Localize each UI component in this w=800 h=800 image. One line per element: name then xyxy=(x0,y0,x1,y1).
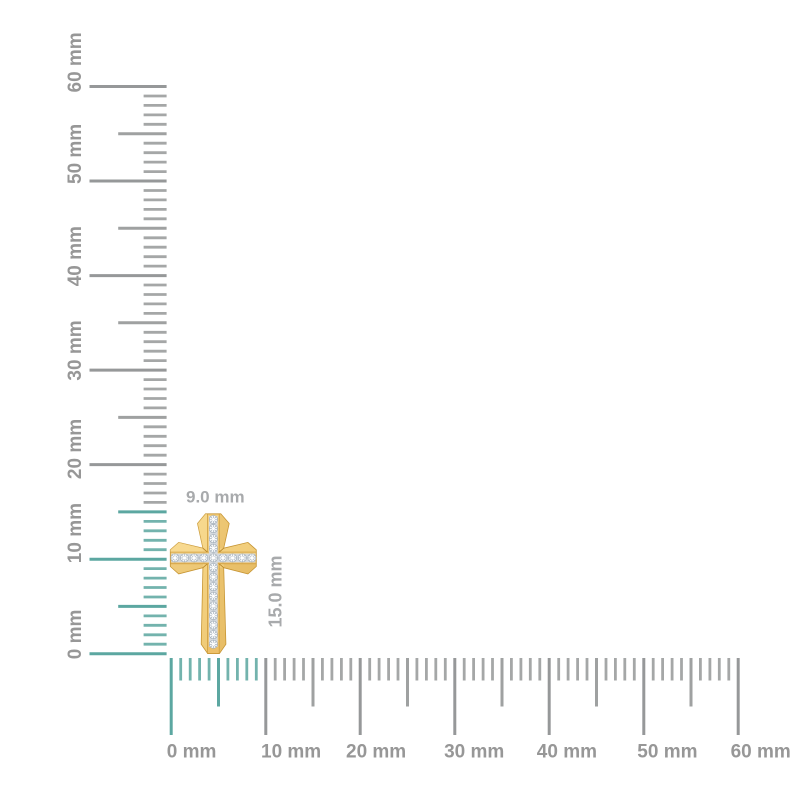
svg-text:40 mm: 40 mm xyxy=(65,226,86,286)
svg-text:60 mm: 60 mm xyxy=(731,742,791,763)
svg-text:30 mm: 30 mm xyxy=(65,320,86,380)
svg-text:10 mm: 10 mm xyxy=(65,503,86,563)
svg-text:40 mm: 40 mm xyxy=(537,742,597,763)
svg-text:10 mm: 10 mm xyxy=(261,742,321,763)
svg-text:0 mm: 0 mm xyxy=(65,610,86,660)
svg-text:20 mm: 20 mm xyxy=(65,419,86,479)
svg-text:30 mm: 30 mm xyxy=(444,742,504,763)
svg-text:50 mm: 50 mm xyxy=(65,124,86,184)
svg-text:60 mm: 60 mm xyxy=(65,32,86,92)
svg-text:0 mm: 0 mm xyxy=(167,742,217,763)
svg-text:50 mm: 50 mm xyxy=(637,742,697,763)
svg-text:15.0 mm: 15.0 mm xyxy=(266,555,286,627)
svg-text:9.0 mm: 9.0 mm xyxy=(186,488,245,507)
svg-text:20 mm: 20 mm xyxy=(346,742,406,763)
